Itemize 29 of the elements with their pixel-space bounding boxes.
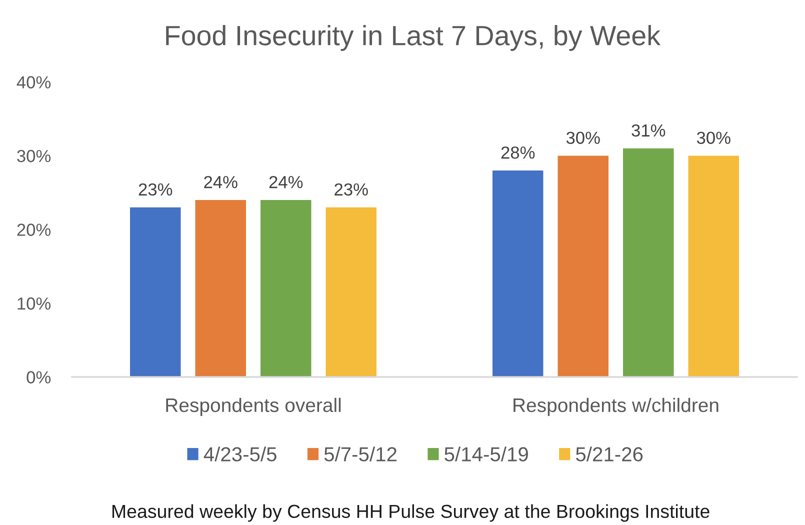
legend-label: 5/21-26 xyxy=(576,446,643,462)
text: Measured weekly by Census HH Pulse Survey at the Brookings Institute xyxy=(112,504,710,522)
data-label: 23% xyxy=(138,183,172,196)
bar xyxy=(130,207,181,377)
bar xyxy=(688,156,739,377)
y-tick-label: 40% xyxy=(16,76,51,88)
bar xyxy=(492,170,544,377)
data-label: 23% xyxy=(334,183,368,196)
data-label: 31% xyxy=(632,124,666,137)
data-label: 30% xyxy=(566,132,600,144)
bar xyxy=(195,200,246,377)
y-tick-label: 20% xyxy=(17,224,51,236)
data-label: 28% xyxy=(501,146,535,159)
legend-label: 5/14-5/19 xyxy=(444,446,528,462)
data-label: 30% xyxy=(696,132,730,144)
legend-label: 4/23-5/5 xyxy=(204,446,276,462)
bar xyxy=(558,156,608,377)
y-tick-label: 10% xyxy=(18,297,51,310)
x-tick-label: Respondents w/children xyxy=(514,398,718,416)
y-tick-label: 30% xyxy=(17,150,51,162)
bar xyxy=(260,200,312,377)
legend-label: 5/7-5/12 xyxy=(324,446,396,462)
chart-title: Food Insecurity in Last 7 Days, by Week xyxy=(166,25,661,51)
bar xyxy=(326,207,376,377)
data-label: 24% xyxy=(204,176,238,188)
bar xyxy=(623,148,674,377)
x-tick-label: Respondents overall xyxy=(166,398,341,416)
data-label: 24% xyxy=(269,176,303,188)
y-tick-label: 0% xyxy=(26,371,51,384)
